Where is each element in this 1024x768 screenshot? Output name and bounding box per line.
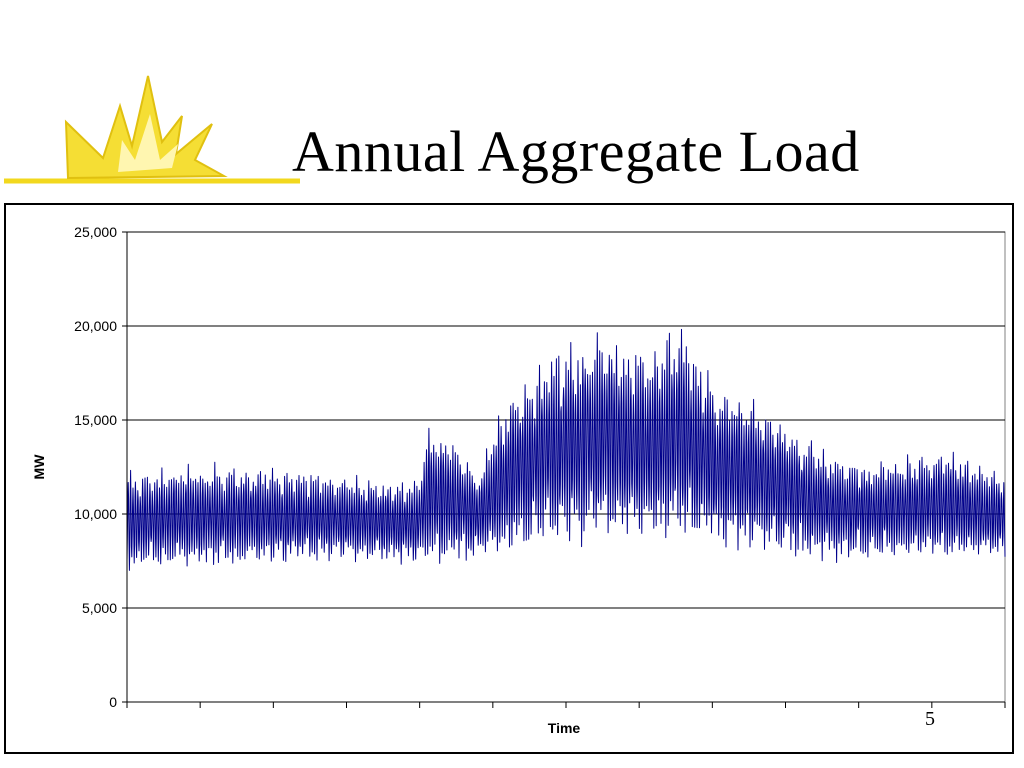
y-tick-label: 0 [109,694,117,710]
series-line [126,328,1006,571]
x-axis-label: Time [548,720,581,736]
y-axis-label: MW [31,454,47,480]
page-number: 5 [925,708,935,730]
axes: 0 5,000 10,000 15,000 20,000 25,000 [74,224,1006,710]
chart-frame: 0 5,000 10,000 15,000 20,000 25,000 MW Time [4,203,1014,754]
y-tick-label: 25,000 [74,224,117,240]
series-layer [126,328,1006,571]
y-tick-label: 5,000 [82,600,117,616]
grid-lines [126,231,1006,703]
y-tick-label: 15,000 [74,412,117,428]
slide-title: Annual Aggregate Load [292,119,860,184]
starburst-logo-icon [4,75,300,184]
y-tick-label: 20,000 [74,318,117,334]
plot-area [126,231,1006,703]
load-chart: 0 5,000 10,000 15,000 20,000 25,000 MW Time [31,224,1006,736]
y-tick-label: 10,000 [74,506,117,522]
